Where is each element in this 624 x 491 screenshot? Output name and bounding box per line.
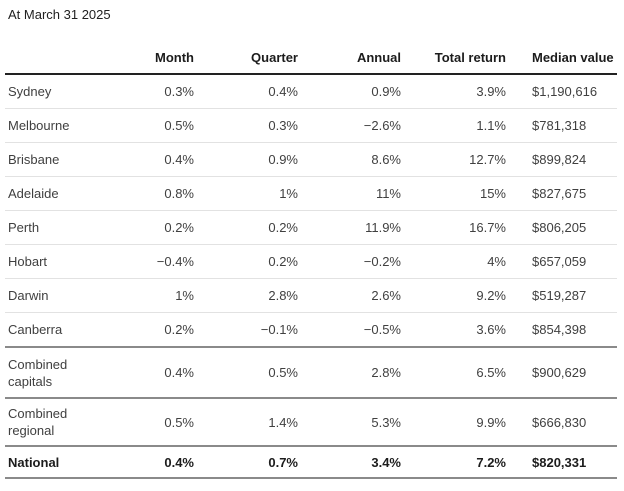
- table-row-national: National 0.4% 0.7% 3.4% 7.2% $820,331: [5, 446, 617, 479]
- month-value: 0.4%: [100, 446, 198, 479]
- annual-value: 0.9%: [302, 74, 405, 109]
- quarter-value: 0.4%: [198, 74, 302, 109]
- header-median-value: Median value: [510, 33, 617, 75]
- row-label: Melbourne: [5, 108, 100, 143]
- home-values-table: Month Quarter Annual Total return Median…: [5, 33, 617, 479]
- table-row-combined-regional: Combined regional 0.5% 1.4% 5.3% 9.9% $6…: [5, 398, 617, 447]
- row-label: Adelaide: [5, 176, 100, 211]
- month-value: 0.4%: [100, 142, 198, 177]
- annual-value: 2.6%: [302, 278, 405, 313]
- total-return-value: 4%: [405, 244, 510, 279]
- header-total-return: Total return: [405, 33, 510, 75]
- row-label: Sydney: [5, 74, 100, 109]
- table-row-darwin: Darwin 1% 2.8% 2.6% 9.2% $519,287: [5, 278, 617, 313]
- table-row-combined-capitals: Combined capitals 0.4% 0.5% 2.8% 6.5% $9…: [5, 347, 617, 399]
- quarter-value: 2.8%: [198, 278, 302, 313]
- table-caption: At March 31 2025: [8, 7, 111, 22]
- median-value: $1,190,616: [510, 74, 617, 109]
- annual-value: −0.2%: [302, 244, 405, 279]
- row-label: Perth: [5, 210, 100, 245]
- row-label: National: [5, 446, 100, 479]
- row-label: Hobart: [5, 244, 100, 279]
- median-value: $820,331: [510, 446, 617, 479]
- header-quarter: Quarter: [198, 33, 302, 75]
- total-return-value: 12.7%: [405, 142, 510, 177]
- quarter-value: 1.4%: [198, 398, 302, 447]
- median-value: $854,398: [510, 312, 617, 348]
- row-label: Darwin: [5, 278, 100, 313]
- month-value: 0.5%: [100, 398, 198, 447]
- month-value: 0.2%: [100, 312, 198, 348]
- median-value: $519,287: [510, 278, 617, 313]
- annual-value: −0.5%: [302, 312, 405, 348]
- row-label: Combined regional: [5, 398, 100, 447]
- table-row-hobart: Hobart −0.4% 0.2% −0.2% 4% $657,059: [5, 244, 617, 279]
- total-return-value: 9.2%: [405, 278, 510, 313]
- total-return-value: 7.2%: [405, 446, 510, 479]
- median-value: $806,205: [510, 210, 617, 245]
- quarter-value: 1%: [198, 176, 302, 211]
- month-value: 0.4%: [100, 347, 198, 399]
- total-return-value: 16.7%: [405, 210, 510, 245]
- total-return-value: 3.9%: [405, 74, 510, 109]
- annual-value: −2.6%: [302, 108, 405, 143]
- header-annual: Annual: [302, 33, 405, 75]
- quarter-value: 0.5%: [198, 347, 302, 399]
- header-row: Month Quarter Annual Total return Median…: [5, 33, 617, 75]
- row-label: Brisbane: [5, 142, 100, 177]
- annual-value: 2.8%: [302, 347, 405, 399]
- month-value: 0.8%: [100, 176, 198, 211]
- annual-value: 11.9%: [302, 210, 405, 245]
- quarter-value: 0.3%: [198, 108, 302, 143]
- table-row-adelaide: Adelaide 0.8% 1% 11% 15% $827,675: [5, 176, 617, 211]
- table-row-melbourne: Melbourne 0.5% 0.3% −2.6% 1.1% $781,318: [5, 108, 617, 143]
- month-value: 0.2%: [100, 210, 198, 245]
- total-return-value: 1.1%: [405, 108, 510, 143]
- annual-value: 8.6%: [302, 142, 405, 177]
- annual-value: 5.3%: [302, 398, 405, 447]
- total-return-value: 15%: [405, 176, 510, 211]
- median-value: $657,059: [510, 244, 617, 279]
- quarter-value: −0.1%: [198, 312, 302, 348]
- median-value: $781,318: [510, 108, 617, 143]
- header-blank: [5, 33, 100, 75]
- median-value: $827,675: [510, 176, 617, 211]
- table-row-sydney: Sydney 0.3% 0.4% 0.9% 3.9% $1,190,616: [5, 74, 617, 109]
- header-month: Month: [100, 33, 198, 75]
- total-return-value: 3.6%: [405, 312, 510, 348]
- quarter-value: 0.7%: [198, 446, 302, 479]
- table-row-perth: Perth 0.2% 0.2% 11.9% 16.7% $806,205: [5, 210, 617, 245]
- quarter-value: 0.2%: [198, 210, 302, 245]
- month-value: 1%: [100, 278, 198, 313]
- row-label: Combined capitals: [5, 347, 100, 399]
- median-value: $900,629: [510, 347, 617, 399]
- median-value: $666,830: [510, 398, 617, 447]
- quarter-value: 0.2%: [198, 244, 302, 279]
- table-row-canberra: Canberra 0.2% −0.1% −0.5% 3.6% $854,398: [5, 312, 617, 348]
- quarter-value: 0.9%: [198, 142, 302, 177]
- table-row-brisbane: Brisbane 0.4% 0.9% 8.6% 12.7% $899,824: [5, 142, 617, 177]
- total-return-value: 6.5%: [405, 347, 510, 399]
- row-label: Canberra: [5, 312, 100, 348]
- month-value: 0.3%: [100, 74, 198, 109]
- total-return-value: 9.9%: [405, 398, 510, 447]
- annual-value: 11%: [302, 176, 405, 211]
- median-value: $899,824: [510, 142, 617, 177]
- annual-value: 3.4%: [302, 446, 405, 479]
- month-value: 0.5%: [100, 108, 198, 143]
- month-value: −0.4%: [100, 244, 198, 279]
